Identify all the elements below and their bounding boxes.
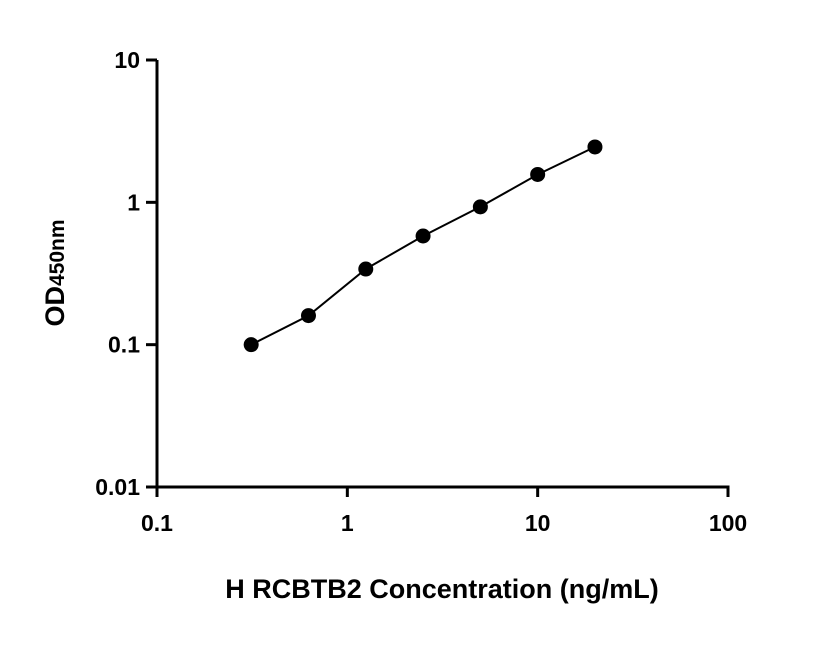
y-axis-label-subscript: 450nm xyxy=(46,219,69,286)
x-tick-label: 0.1 xyxy=(141,510,173,536)
y-axis-label: OD450nm xyxy=(40,219,70,326)
y-axis-label-main: OD xyxy=(40,286,70,327)
y-tick-label: 0.1 xyxy=(108,332,140,358)
y-tick-label: 10 xyxy=(114,47,140,73)
data-point xyxy=(300,308,316,324)
data-point xyxy=(243,337,259,353)
x-axis-label: H RCBTB2 Concentration (ng/mL) xyxy=(225,574,658,604)
y-tick-label: 1 xyxy=(127,189,140,215)
data-point xyxy=(358,261,374,277)
data-point xyxy=(587,139,603,155)
x-tick-label: 100 xyxy=(709,510,747,536)
x-tick-label: 10 xyxy=(525,510,551,536)
data-point xyxy=(472,199,488,215)
data-point xyxy=(530,166,546,182)
y-tick-label: 0.01 xyxy=(95,474,140,500)
x-tick-label: 1 xyxy=(341,510,354,536)
marks xyxy=(243,139,603,353)
axes xyxy=(155,60,730,497)
data-point xyxy=(415,228,431,244)
